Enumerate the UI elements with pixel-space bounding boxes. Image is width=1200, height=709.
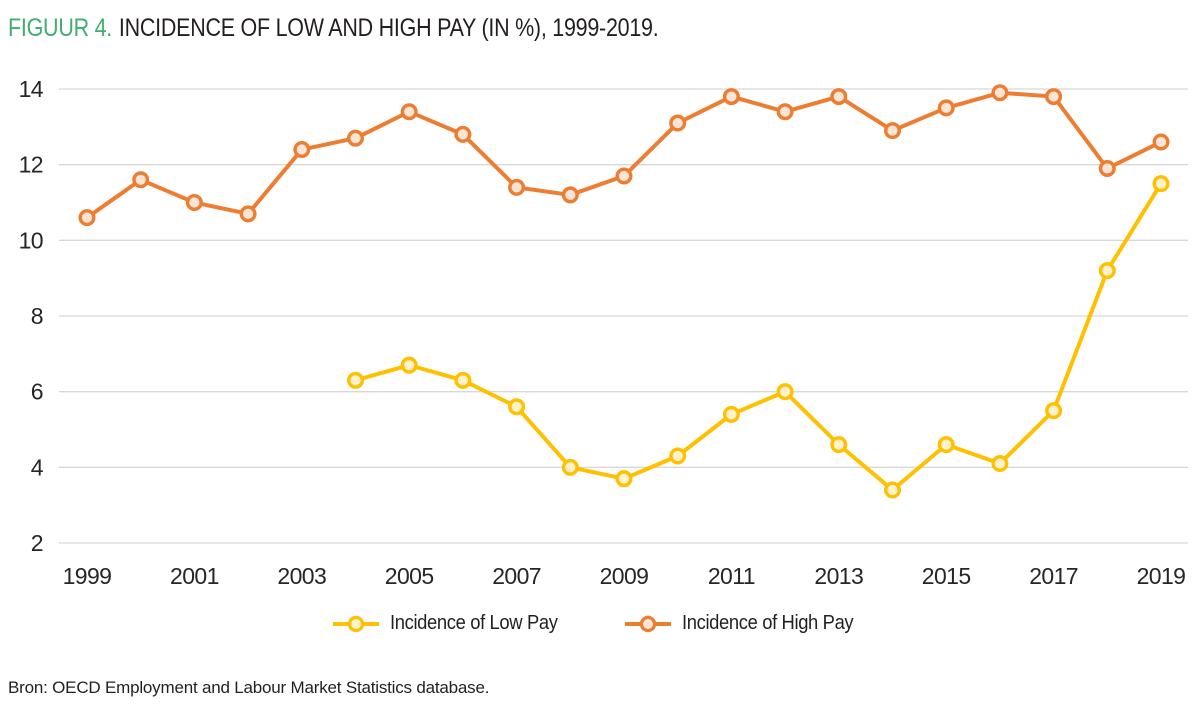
data-point-marker [830,88,848,106]
x-tick-label: 2007 [492,563,541,589]
data-point-marker [1098,262,1116,280]
data-point-marker [400,356,418,374]
y-tick-label: 4 [31,454,44,480]
data-point-marker [1045,88,1063,106]
x-tick-label: 2001 [170,563,219,589]
series-line-incidence-of-low-pay [353,181,1163,493]
data-point-marker [669,447,687,465]
data-point-marker [293,141,311,159]
x-tick-label: 1999 [63,563,112,589]
figure-number-label: FIGUUR 4. [8,14,112,42]
x-axis-tick-labels: 1999 2001 2003 2005 2007 2009 2011 2013 2015 2017… [63,563,1186,589]
data-point-marker [561,186,579,204]
figure-title-text: INCIDENCE OF LOW AND HIGH PAY (IN %), 19… [118,14,659,42]
legend-label-high-pay: Incidence of High Pay [681,612,854,634]
x-tick-label: 2013 [814,563,863,589]
data-point-marker [185,193,203,211]
data-point-marker [884,481,902,499]
y-tick-label: 8 [31,303,43,329]
low-pay-line-marker-icon [332,615,379,632]
data-point-marker [991,84,1009,102]
y-tick-label: 2 [31,530,43,556]
data-point-marker [830,436,848,454]
x-tick-label: 2005 [385,563,434,589]
y-tick-label: 12 [19,152,43,178]
data-point-marker [454,125,472,143]
data-point-marker [508,398,526,416]
data-point-marker [400,103,418,121]
x-tick-label: 2015 [922,563,971,589]
source-note: Bron: OECD Employment and Labour Market … [8,678,490,697]
data-point-marker [347,129,365,147]
data-point-marker [937,99,955,117]
data-point-marker [615,167,633,185]
chart-legend: Incidence of Low Pay Incidence of High P… [0,612,1200,635]
data-point-marker [239,205,257,223]
x-tick-label: 2009 [600,563,649,589]
y-axis-tick-labels: 2 4 6 8 10 12 14 [19,76,45,556]
data-point-marker [347,371,365,389]
data-point-marker [454,371,472,389]
line-chart: 2 4 6 8 10 12 14 1999 2001 2003 2005 2007 2009 2011 20… [19,76,1188,589]
high-pay-line-marker-icon [624,615,671,632]
data-point-marker [1098,159,1116,177]
data-point-marker [132,171,150,189]
x-tick-label: 2011 [708,563,755,589]
data-point-marker [884,122,902,140]
y-tick-label: 6 [31,379,43,405]
legend-item-low-pay: Incidence of Low Pay [332,612,572,635]
series-line-incidence-of-high-pay [85,90,1163,220]
data-point-marker [78,209,96,227]
data-point-marker [991,455,1009,473]
data-point-marker [722,405,740,423]
y-tick-label: 14 [19,76,44,102]
data-point-marker [1152,175,1170,193]
legend-label-low-pay: Incidence of Low Pay [389,612,558,634]
figure-title: FIGUUR 4. INCIDENCE OF LOW AND HIGH PAY (… [8,14,659,43]
x-tick-label: 2017 [1029,563,1078,589]
x-tick-label: 2019 [1137,563,1186,589]
x-tick-label: 2003 [277,563,326,589]
data-point-marker [1152,133,1170,151]
data-point-marker [508,178,526,196]
series-markers-incidence-of-low-pay [347,175,1170,499]
data-point-marker [1045,402,1063,420]
data-point-marker [722,88,740,106]
data-point-marker [561,458,579,476]
data-point-marker [669,114,687,132]
data-point-marker [615,470,633,488]
data-point-marker [776,103,794,121]
legend-item-high-pay: Incidence of High Pay [624,612,868,635]
line-chart-canvas: 2 4 6 8 10 12 14 1999 2001 2003 2005 2007 2009 2011 20… [19,76,1188,589]
data-point-marker [937,436,955,454]
data-point-marker [776,383,794,401]
series-markers-incidence-of-high-pay [78,84,1170,227]
y-tick-label: 10 [19,227,43,253]
